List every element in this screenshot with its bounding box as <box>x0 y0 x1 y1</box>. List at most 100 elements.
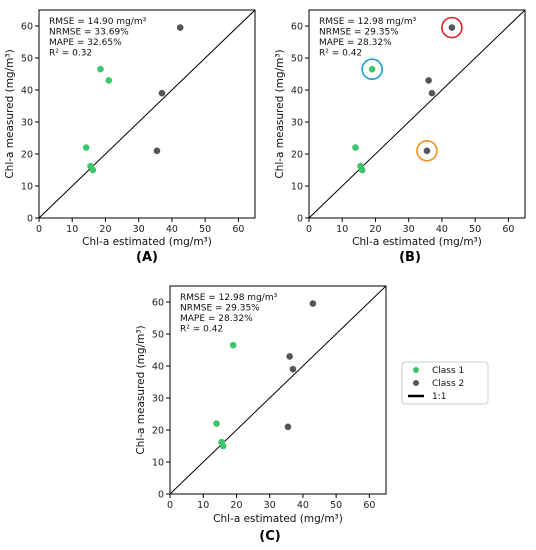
data-point-class-2 <box>448 24 456 31</box>
x-axis-label: Chl-a estimated (mg/m³) <box>352 236 482 248</box>
y-axis-label: Chl-a measured (mg/m³) <box>274 49 286 178</box>
x-tick-label: 10 <box>197 500 209 511</box>
stats-line: R² = 0.42 <box>180 325 223 335</box>
y-tick-label: 50 <box>21 54 33 65</box>
x-tick-label: 0 <box>167 500 173 511</box>
data-point-class-2 <box>428 89 436 97</box>
x-axis-label: Chl-a estimated (mg/m³) <box>82 236 212 248</box>
y-tick-label: 60 <box>152 298 164 309</box>
stats-line: RMSE = 12.98 mg/m³ <box>319 17 417 27</box>
x-tick-label: 0 <box>306 224 312 235</box>
plot-frame <box>308 9 526 219</box>
y-tick-label: 0 <box>297 214 303 225</box>
stats-line: R² = 0.42 <box>319 49 362 59</box>
chart-panel-1: 0 10 20 30 40 50 60 0 10 20 30 40 50 60 Chl-a estimate… <box>274 9 526 265</box>
stats-line: MAPE = 28.32% <box>319 38 392 48</box>
stats-line: RMSE = 12.98 mg/m³ <box>180 293 278 303</box>
x-tick-label: 30 <box>264 500 276 511</box>
y-tick-label: 30 <box>152 394 164 405</box>
y-tick-label: 60 <box>21 22 33 33</box>
data-point-class-1 <box>219 442 227 450</box>
x-tick-label: 40 <box>436 224 448 235</box>
stats-line: R² = 0.32 <box>49 49 92 59</box>
data-point-class-1 <box>82 144 90 151</box>
data-point-class-1 <box>368 65 376 73</box>
y-tick-label: 60 <box>291 22 303 33</box>
x-tick-label: 60 <box>232 224 244 235</box>
y-tick-label: 30 <box>21 118 33 129</box>
data-point-class-2 <box>309 300 317 307</box>
panel-label: (C) <box>259 529 280 544</box>
x-tick-label: 0 <box>36 224 42 235</box>
data-point-class-2 <box>425 77 432 84</box>
stats-line: NRMSE = 29.35% <box>180 304 260 314</box>
x-tick-label: 50 <box>330 500 342 511</box>
y-tick-label: 40 <box>291 86 303 97</box>
y-tick-label: 50 <box>152 330 164 341</box>
highlight-ring <box>441 16 463 39</box>
y-axis-label: Chl-a measured (mg/m³) <box>135 325 147 454</box>
data-point-class-1 <box>358 166 366 174</box>
one-to-one-line <box>169 285 387 495</box>
data-point-class-1 <box>352 144 359 151</box>
y-tick-label: 0 <box>158 490 164 501</box>
data-point-class-2 <box>153 147 161 155</box>
stats-line: MAPE = 28.32% <box>180 314 253 324</box>
x-tick-label: 50 <box>469 224 481 235</box>
x-tick-label: 30 <box>133 224 145 235</box>
x-tick-label: 50 <box>199 224 211 235</box>
y-tick-label: 50 <box>291 54 303 65</box>
x-tick-label: 40 <box>297 500 309 511</box>
x-tick-label: 10 <box>336 224 348 235</box>
legend-label: Class 2 <box>432 379 464 389</box>
legend-marker <box>413 367 419 373</box>
x-tick-label: 60 <box>502 224 514 235</box>
y-tick-label: 10 <box>21 182 33 193</box>
panel-label: (A) <box>136 250 158 265</box>
chart-panel-2: 0 10 20 30 40 50 60 0 10 20 30 40 50 60 Chl-a estimate… <box>135 285 387 544</box>
x-tick-label: 40 <box>166 224 178 235</box>
x-tick-label: 60 <box>363 500 375 511</box>
stats-line: NRMSE = 29.35% <box>319 28 399 38</box>
data-point-class-2 <box>284 423 292 431</box>
highlight-ring <box>416 140 438 162</box>
data-point-class-1 <box>97 65 104 73</box>
x-tick-label: 10 <box>66 224 78 235</box>
data-point-class-1 <box>213 420 220 427</box>
x-axis-label: Chl-a estimated (mg/m³) <box>213 513 343 525</box>
one-to-one-line <box>38 9 256 219</box>
legend-label: Class 1 <box>432 366 464 376</box>
legend-marker <box>413 380 419 386</box>
stats-line: MAPE = 32.65% <box>49 38 122 48</box>
legend-label: 1:1 <box>432 392 446 402</box>
stats-line: RMSE = 14.90 mg/m³ <box>49 17 147 27</box>
legend: Class 1 Class 2 1:1 <box>401 361 489 405</box>
y-tick-label: 0 <box>27 214 33 225</box>
x-tick-label: 20 <box>369 224 381 235</box>
y-axis-label: Chl-a measured (mg/m³) <box>4 49 16 178</box>
stats-line: NRMSE = 33.69% <box>49 28 129 38</box>
one-to-one-line <box>308 9 526 219</box>
x-tick-label: 20 <box>99 224 111 235</box>
y-tick-label: 20 <box>291 150 303 161</box>
data-point-class-2 <box>423 147 431 155</box>
data-point-class-2 <box>158 89 166 97</box>
highlight-ring <box>361 58 383 80</box>
data-point-class-1 <box>105 77 113 84</box>
x-tick-label: 30 <box>403 224 415 235</box>
data-point-class-2 <box>286 353 293 360</box>
legend-box <box>401 361 489 405</box>
plot-frame <box>169 285 387 495</box>
plot-frame <box>38 9 256 219</box>
y-tick-label: 10 <box>291 182 303 193</box>
data-point-class-2 <box>289 365 297 373</box>
data-point-class-1 <box>229 341 237 349</box>
y-tick-label: 20 <box>152 426 164 437</box>
y-tick-label: 30 <box>291 118 303 129</box>
data-point-class-1 <box>89 166 97 174</box>
y-tick-label: 10 <box>152 458 164 469</box>
y-tick-label: 40 <box>21 86 33 97</box>
x-tick-label: 20 <box>230 500 242 511</box>
panel-label: (B) <box>399 250 421 265</box>
